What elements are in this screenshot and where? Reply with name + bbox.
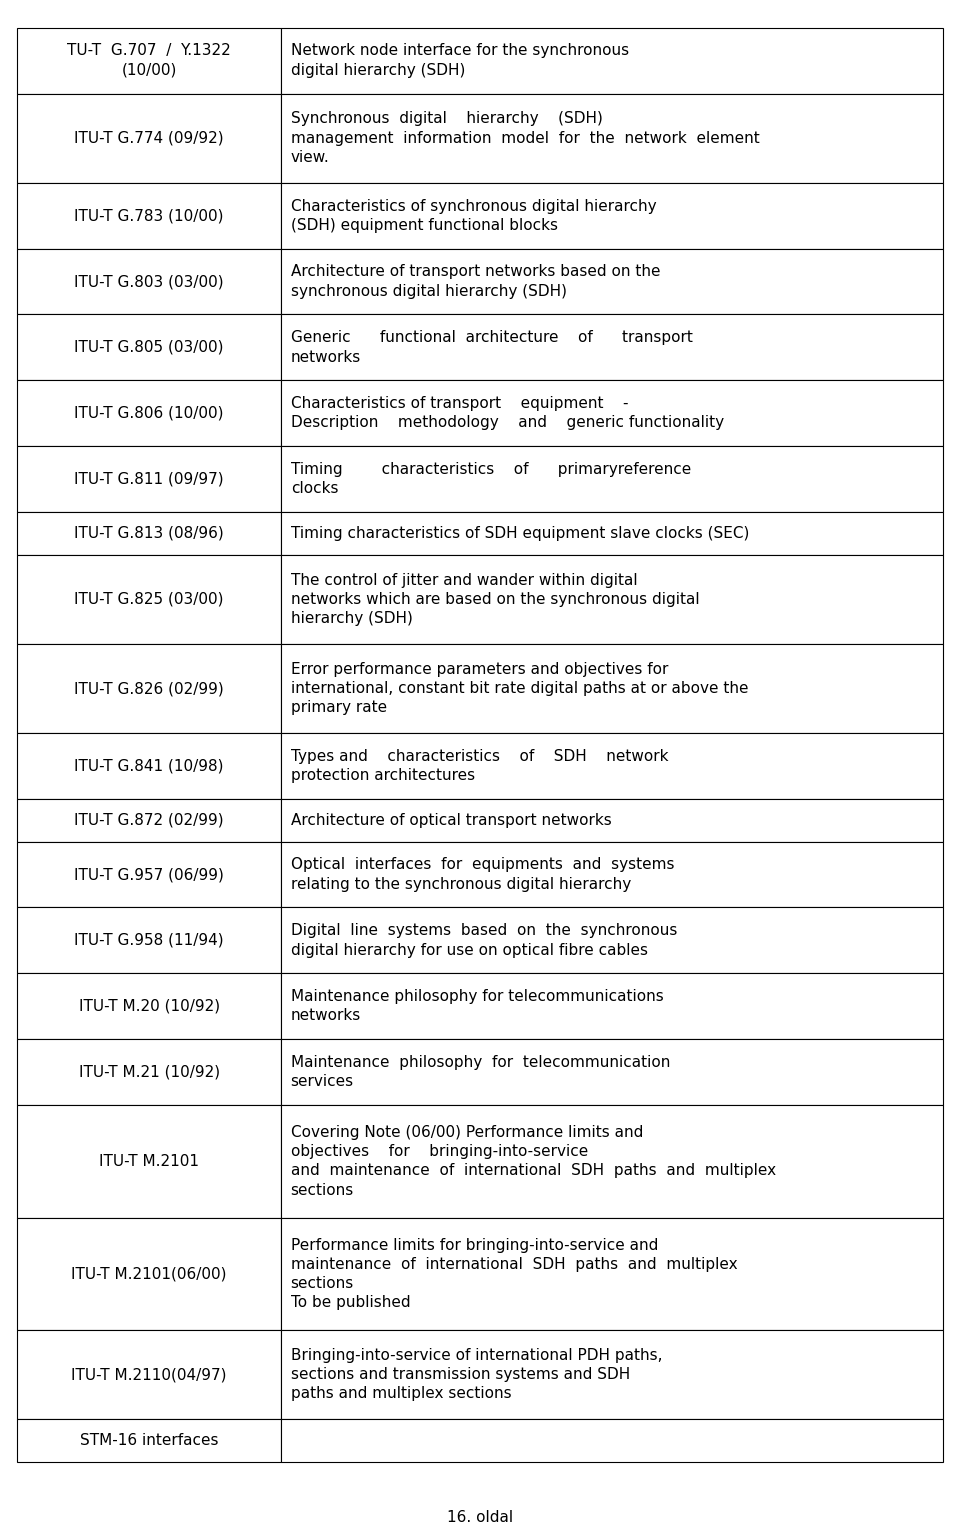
Bar xyxy=(281,1419,943,1462)
Bar xyxy=(17,94,281,183)
Text: ITU-T G.872 (02/99): ITU-T G.872 (02/99) xyxy=(74,813,224,828)
Text: Maintenance  philosophy  for  telecommunication
services: Maintenance philosophy for telecommunica… xyxy=(291,1055,670,1089)
Bar xyxy=(17,1039,281,1104)
Bar xyxy=(281,1039,943,1104)
Text: Covering Note (06/00) Performance limits and
objectives    for    bringing-into-: Covering Note (06/00) Performance limits… xyxy=(291,1124,776,1198)
Text: ITU-T G.803 (03/00): ITU-T G.803 (03/00) xyxy=(74,275,224,288)
Bar xyxy=(17,1218,281,1330)
Text: ITU-T M.2101: ITU-T M.2101 xyxy=(99,1154,199,1169)
Text: Network node interface for the synchronous
digital hierarchy (SDH): Network node interface for the synchrono… xyxy=(291,43,629,78)
Text: ITU-T G.783 (10/00): ITU-T G.783 (10/00) xyxy=(75,209,224,222)
Text: Characteristics of transport    equipment    -
Description    methodology    and: Characteristics of transport equipment -… xyxy=(291,396,724,431)
Text: ITU-T G.813 (08/96): ITU-T G.813 (08/96) xyxy=(74,526,224,542)
Bar xyxy=(17,799,281,842)
Text: Bringing-into-service of international PDH paths,
sections and transmission syst: Bringing-into-service of international P… xyxy=(291,1348,662,1402)
Bar xyxy=(17,512,281,555)
Text: ITU-T G.826 (02/99): ITU-T G.826 (02/99) xyxy=(74,681,224,696)
Bar xyxy=(281,94,943,183)
Bar xyxy=(17,380,281,446)
Bar xyxy=(17,908,281,974)
Text: ITU-T G.957 (06/99): ITU-T G.957 (06/99) xyxy=(74,867,224,882)
Bar xyxy=(17,733,281,799)
Bar xyxy=(17,446,281,512)
Bar xyxy=(17,842,281,908)
Text: ITU-T G.958 (11/94): ITU-T G.958 (11/94) xyxy=(74,933,224,948)
Bar xyxy=(17,1104,281,1218)
Bar xyxy=(281,908,943,974)
Bar xyxy=(17,183,281,249)
Text: Maintenance philosophy for telecommunications
networks: Maintenance philosophy for telecommunica… xyxy=(291,989,663,1023)
Text: Architecture of optical transport networks: Architecture of optical transport networ… xyxy=(291,813,612,828)
Bar xyxy=(281,512,943,555)
Bar xyxy=(281,974,943,1039)
Text: ITU-T G.806 (10/00): ITU-T G.806 (10/00) xyxy=(75,407,224,420)
Bar xyxy=(281,733,943,799)
Text: STM-16 interfaces: STM-16 interfaces xyxy=(80,1433,219,1448)
Text: ITU-T G.811 (09/97): ITU-T G.811 (09/97) xyxy=(74,471,224,486)
Bar xyxy=(281,1218,943,1330)
Bar xyxy=(281,446,943,512)
Bar xyxy=(281,644,943,733)
Bar xyxy=(281,249,943,314)
Bar xyxy=(17,314,281,380)
Text: Synchronous  digital    hierarchy    (SDH)
management  information  model  for  : Synchronous digital hierarchy (SDH) mana… xyxy=(291,112,759,164)
Text: The control of jitter and wander within digital
networks which are based on the : The control of jitter and wander within … xyxy=(291,572,699,626)
Text: Generic      functional  architecture    of      transport
networks: Generic functional architecture of trans… xyxy=(291,330,692,365)
Text: Types and    characteristics    of    SDH    network
protection architectures: Types and characteristics of SDH network… xyxy=(291,749,668,784)
Bar xyxy=(281,380,943,446)
Text: ITU-T G.825 (03/00): ITU-T G.825 (03/00) xyxy=(75,592,224,607)
Bar xyxy=(281,28,943,94)
Bar xyxy=(281,799,943,842)
Bar xyxy=(281,183,943,249)
Text: Characteristics of synchronous digital hierarchy
(SDH) equipment functional bloc: Characteristics of synchronous digital h… xyxy=(291,198,657,233)
Bar xyxy=(17,28,281,94)
Text: TU-T  G.707  /  Y.1322
(10/00): TU-T G.707 / Y.1322 (10/00) xyxy=(67,43,231,78)
Text: ITU-T M.2110(04/97): ITU-T M.2110(04/97) xyxy=(71,1367,227,1382)
Text: Error performance parameters and objectives for
international, constant bit rate: Error performance parameters and objecti… xyxy=(291,661,748,715)
Bar xyxy=(17,1330,281,1419)
Bar xyxy=(281,1104,943,1218)
Bar xyxy=(17,974,281,1039)
Bar xyxy=(17,1419,281,1462)
Bar xyxy=(17,644,281,733)
Bar xyxy=(281,314,943,380)
Text: ITU-T M.20 (10/92): ITU-T M.20 (10/92) xyxy=(79,999,220,1014)
Bar xyxy=(281,555,943,644)
Text: Timing        characteristics    of      primaryreference
clocks: Timing characteristics of primaryreferen… xyxy=(291,462,691,497)
Text: Optical  interfaces  for  equipments  and  systems
relating to the synchronous d: Optical interfaces for equipments and sy… xyxy=(291,858,674,891)
Bar xyxy=(281,842,943,908)
Text: ITU-T G.841 (10/98): ITU-T G.841 (10/98) xyxy=(75,758,224,773)
Text: Timing characteristics of SDH equipment slave clocks (SEC): Timing characteristics of SDH equipment … xyxy=(291,526,749,542)
Bar xyxy=(281,1330,943,1419)
Text: 16. oldal: 16. oldal xyxy=(447,1509,513,1525)
Bar xyxy=(17,555,281,644)
Text: ITU-T G.774 (09/92): ITU-T G.774 (09/92) xyxy=(74,130,224,146)
Bar xyxy=(17,249,281,314)
Text: ITU-T G.805 (03/00): ITU-T G.805 (03/00) xyxy=(75,341,224,354)
Text: ITU-T M.21 (10/92): ITU-T M.21 (10/92) xyxy=(79,1065,220,1080)
Text: Architecture of transport networks based on the
synchronous digital hierarchy (S: Architecture of transport networks based… xyxy=(291,264,660,299)
Text: Performance limits for bringing-into-service and
maintenance  of  international : Performance limits for bringing-into-ser… xyxy=(291,1238,737,1310)
Text: ITU-T M.2101(06/00): ITU-T M.2101(06/00) xyxy=(71,1267,227,1281)
Text: Digital  line  systems  based  on  the  synchronous
digital hierarchy for use on: Digital line systems based on the synchr… xyxy=(291,923,677,957)
